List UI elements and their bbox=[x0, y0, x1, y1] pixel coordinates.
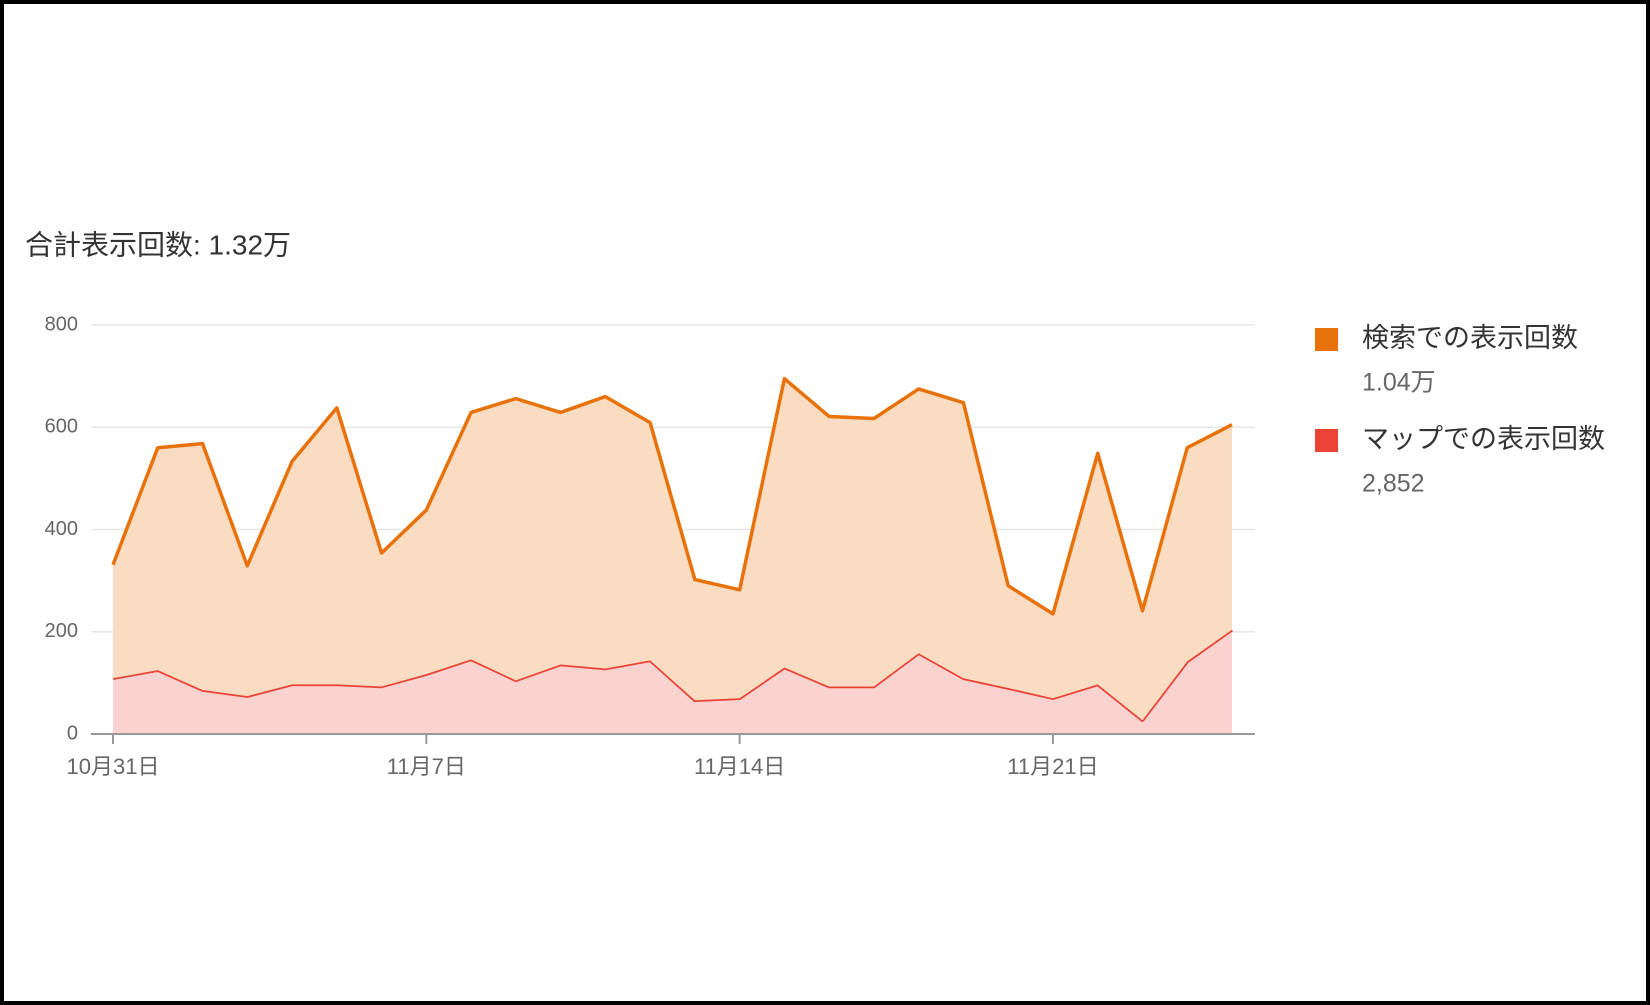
legend-swatch bbox=[1315, 328, 1338, 351]
y-tick-label: 600 bbox=[45, 416, 78, 438]
y-tick-label: 200 bbox=[45, 620, 78, 642]
y-tick-label: 800 bbox=[45, 313, 78, 335]
line bbox=[112, 628, 1234, 722]
legend-value: 2,852 bbox=[1362, 470, 1425, 498]
x-tick-label: 11月21日 bbox=[1007, 754, 1098, 779]
legend-swatch bbox=[1315, 429, 1338, 452]
line bbox=[111, 376, 1233, 616]
chart-title: 合計表示回数: 1.32万 bbox=[25, 229, 291, 260]
y-tick-label: 400 bbox=[45, 518, 78, 540]
x-tick-label: 11月14日 bbox=[694, 754, 785, 779]
legend-value: 1.04万 bbox=[1362, 369, 1436, 397]
legend-label: 検索での表示回数 bbox=[1362, 323, 1578, 353]
area bbox=[113, 378, 1232, 721]
legend-label: マップでの表示回数 bbox=[1362, 424, 1605, 454]
y-tick-label: 0 bbox=[67, 722, 78, 744]
x-tick-label: 11月7日 bbox=[387, 754, 466, 779]
x-tick-label: 10月31日 bbox=[67, 754, 160, 779]
